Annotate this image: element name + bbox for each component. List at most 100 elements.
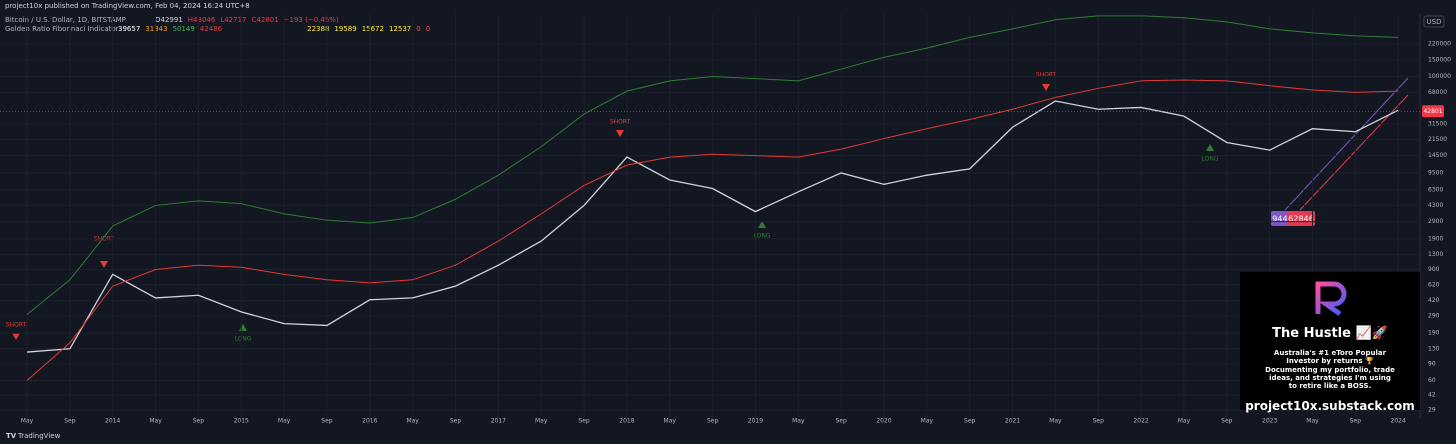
indicator-value: 0 bbox=[426, 25, 430, 33]
y-tick-label: 6300 bbox=[1428, 186, 1443, 193]
x-tick-label: 2021 bbox=[1005, 418, 1020, 425]
x-tick-label: 2024 bbox=[1391, 418, 1406, 425]
x-tick-label: Sep bbox=[1221, 418, 1233, 425]
x-tick-label: May bbox=[406, 418, 419, 425]
y-tick-label: 60 bbox=[1428, 377, 1436, 384]
x-tick-label: Sep bbox=[450, 418, 462, 425]
y-tick-label: 130 bbox=[1428, 345, 1440, 352]
y-tick-label: 290 bbox=[1428, 312, 1440, 319]
x-tick-label: May bbox=[21, 418, 34, 425]
projection-label: 62846 bbox=[1288, 215, 1313, 224]
series-line bbox=[26, 79, 1399, 381]
x-tick-label: 2023 bbox=[1262, 418, 1277, 425]
x-tick-label: Sep bbox=[64, 418, 76, 425]
indicator-value: 0 bbox=[416, 25, 420, 33]
indicator-value: 19589 bbox=[334, 25, 356, 33]
indicator-value: 42486 bbox=[200, 25, 223, 33]
y-tick-label: 9500 bbox=[1428, 169, 1443, 176]
publisher: project10x published on TradingView.com,… bbox=[5, 2, 250, 10]
plot bbox=[0, 14, 1420, 418]
x-tick-label: 2017 bbox=[491, 418, 506, 425]
short-label: SHORT bbox=[1036, 72, 1057, 79]
indicator-values: 39657 31343 50149 42486 22388 19589 15672 12537… bbox=[118, 25, 430, 33]
ohlc-value: C42801 bbox=[252, 16, 279, 24]
x-tick-label: 2014 bbox=[105, 418, 120, 425]
y-tick-label: 1300 bbox=[1428, 251, 1443, 258]
indicator-value: 39657 bbox=[118, 25, 140, 33]
card-logo bbox=[1315, 281, 1347, 317]
y-tick-label: 4300 bbox=[1428, 202, 1443, 209]
currency-box[interactable] bbox=[1423, 15, 1445, 28]
footer-brand: TradingView bbox=[17, 432, 61, 440]
short-marker bbox=[12, 333, 20, 340]
y-tick-label: 14500 bbox=[1428, 152, 1447, 159]
series-line bbox=[26, 100, 1399, 353]
ohlc: O42991 H43046 L42717 C42801 −193 (−0.45%) bbox=[155, 16, 339, 24]
indicator-value: 50149 bbox=[173, 25, 195, 33]
indicator-value: 31343 bbox=[145, 25, 167, 33]
x-tick-label: Sep bbox=[1350, 418, 1362, 425]
x-tick-label: May bbox=[535, 418, 548, 425]
card-title: The Hustle 📈🚀 bbox=[1272, 326, 1388, 341]
long-marker bbox=[239, 324, 247, 331]
ohlc-value: H43046 bbox=[188, 16, 216, 24]
x-tick-label: 2022 bbox=[1133, 418, 1148, 425]
x-tick-label: May bbox=[1306, 418, 1319, 425]
currency: USD bbox=[1427, 18, 1442, 26]
symbol: Bitcoin / U.S. Dollar, 1D, BITSTAMP bbox=[5, 16, 126, 24]
y-tick-label: 220000 bbox=[1428, 41, 1451, 48]
projection-label: 94448 bbox=[1272, 215, 1297, 224]
y-tick-label: 1900 bbox=[1428, 235, 1443, 242]
x-tick-label: Sep bbox=[707, 418, 719, 425]
series-line bbox=[26, 15, 1399, 315]
y-tick-label: 2900 bbox=[1428, 218, 1443, 225]
indicator-value: 15672 bbox=[362, 25, 384, 33]
indicator-value: 22388 bbox=[307, 25, 329, 33]
x-tick-label: May bbox=[149, 418, 162, 425]
short-marker bbox=[100, 261, 108, 268]
x-tick-label: Sep bbox=[193, 418, 205, 425]
x-tick-label: Sep bbox=[578, 418, 590, 425]
ohlc-value: O42991 bbox=[155, 16, 183, 24]
x-tick-label: May bbox=[792, 418, 805, 425]
ohlc-value: L42717 bbox=[220, 16, 246, 24]
x-tick-label: Sep bbox=[964, 418, 976, 425]
last-price: 42801 bbox=[1423, 108, 1442, 115]
long-label: LONG bbox=[754, 233, 771, 240]
projection-line bbox=[1284, 77, 1409, 211]
y-tick-label: 68000 bbox=[1428, 89, 1447, 96]
y-tick-label: 90 bbox=[1428, 360, 1436, 367]
x-tick-label: May bbox=[921, 418, 934, 425]
x-tick-label: 2015 bbox=[234, 418, 249, 425]
y-tick-label: 42 bbox=[1428, 392, 1436, 399]
promo-card: The Hustle 📈🚀 Australia's #1 eToro Popul… bbox=[1240, 272, 1420, 413]
x-tick-label: 2020 bbox=[876, 418, 891, 425]
y-tick-label: 21500 bbox=[1428, 136, 1447, 143]
short-marker bbox=[616, 130, 624, 137]
y-tick-label: 31500 bbox=[1428, 120, 1447, 127]
y-tick-label: 900 bbox=[1428, 266, 1440, 273]
x-tick-label: Sep bbox=[835, 418, 847, 425]
x-tick-label: 2016 bbox=[362, 418, 377, 425]
card-url[interactable]: project10x.substack.com bbox=[1245, 399, 1415, 413]
x-tick-label: May bbox=[664, 418, 677, 425]
x-tick-label: 2018 bbox=[619, 418, 634, 425]
short-marker bbox=[1042, 84, 1050, 91]
long-marker bbox=[758, 221, 766, 228]
indicator-name: Golden Ratio Fibonnaci Indicator bbox=[5, 25, 119, 33]
projection-line bbox=[1299, 94, 1409, 211]
short-label: SHORT bbox=[6, 322, 27, 329]
x-tick-label: 2019 bbox=[748, 418, 763, 425]
x-tick-label: May bbox=[1049, 418, 1062, 425]
y-tick-label: 420 bbox=[1428, 297, 1440, 304]
last-price-box bbox=[1422, 105, 1444, 118]
x-tick-label: May bbox=[1178, 418, 1191, 425]
x-tick-label: Sep bbox=[321, 418, 333, 425]
label-box bbox=[1287, 211, 1315, 226]
long-label: LONG bbox=[235, 336, 252, 343]
indicator-value: 12537 bbox=[389, 25, 411, 33]
long-label: LONG bbox=[1202, 156, 1219, 163]
footer-logo: 𝗧𝗩 bbox=[6, 432, 17, 440]
